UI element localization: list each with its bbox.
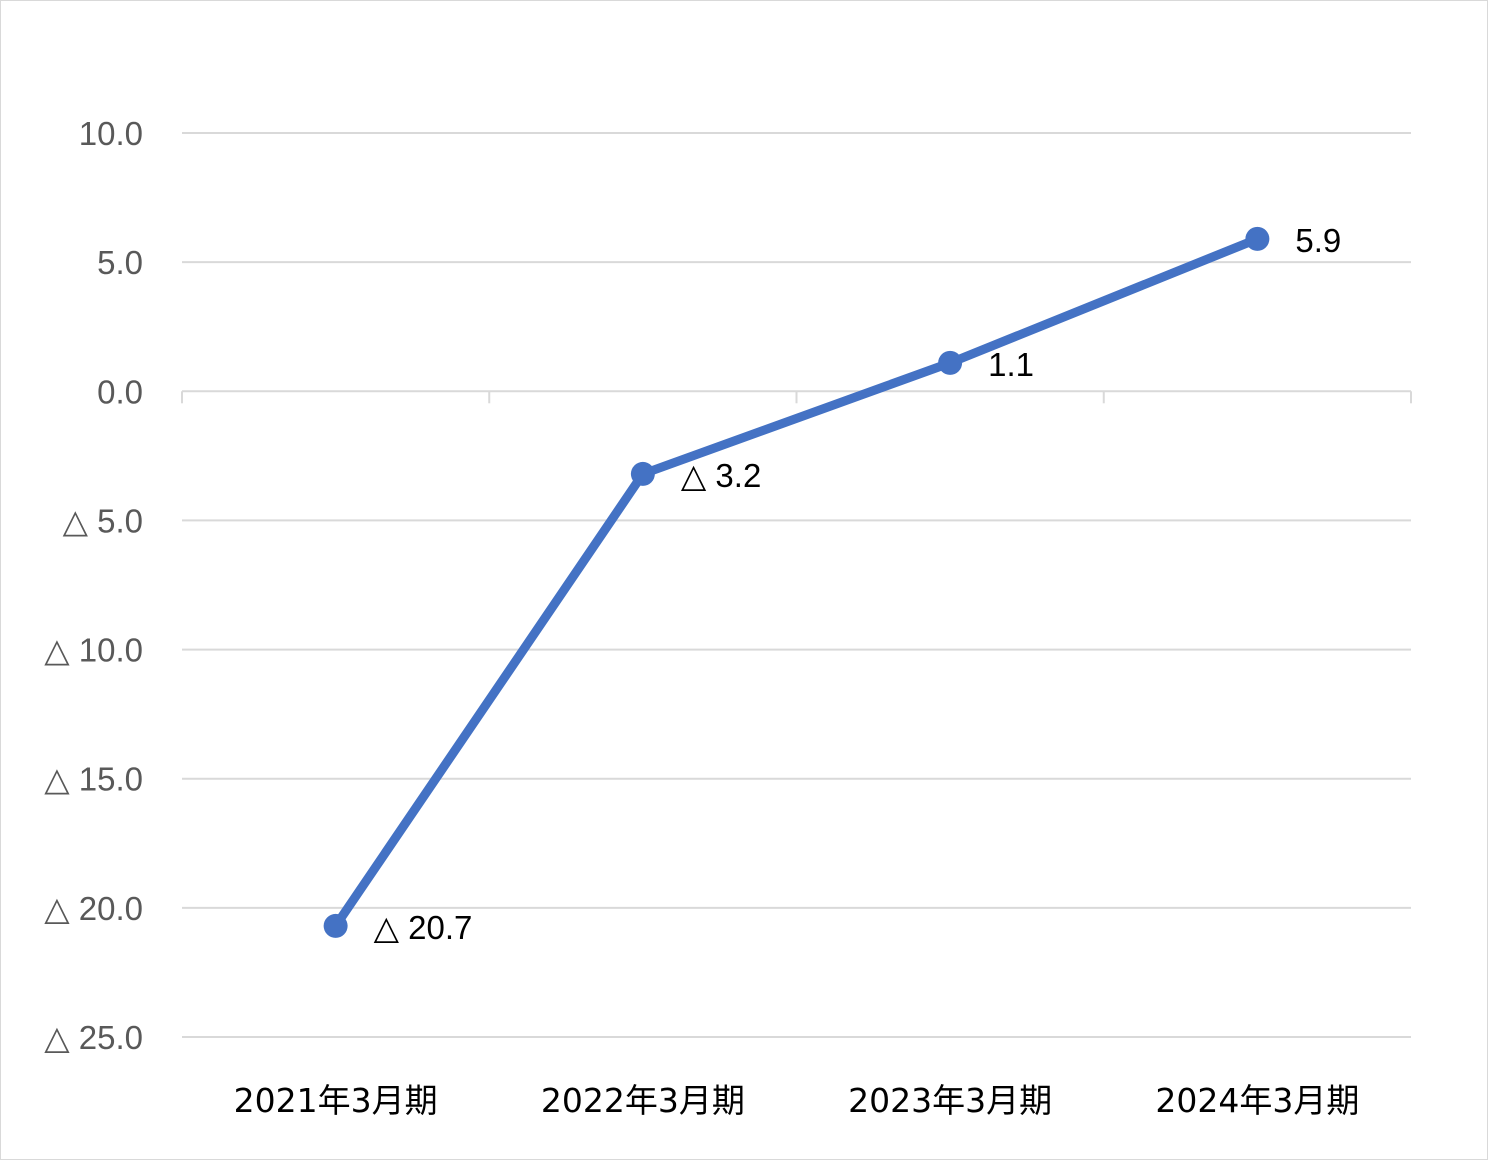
data-point bbox=[630, 461, 655, 486]
y-tick-label: △ 25.0 bbox=[44, 1019, 143, 1056]
y-tick-label: 10.0 bbox=[79, 115, 143, 152]
data-point bbox=[938, 350, 963, 375]
x-category-label: 2023年3月期 bbox=[848, 1081, 1052, 1120]
gridlines bbox=[182, 132, 1411, 1038]
y-axis-tick-labels: 10.0 5.0 0.0 △ 5.0 △ 10.0 △ 15.0 △ 20.0 △ 25.0 bbox=[44, 115, 143, 1056]
y-tick-label: △ 20.0 bbox=[44, 890, 143, 927]
y-tick-label: 5.0 bbox=[97, 244, 143, 281]
data-label: 1.1 bbox=[988, 346, 1034, 383]
y-tick-label: △ 15.0 bbox=[44, 761, 143, 798]
data-label: △ 20.7 bbox=[374, 909, 473, 946]
x-axis bbox=[181, 390, 1412, 404]
data-point bbox=[323, 913, 348, 938]
y-tick-label: △ 10.0 bbox=[44, 632, 143, 669]
y-tick-label: 0.0 bbox=[97, 373, 143, 410]
y-tick-label: △ 5.0 bbox=[63, 502, 143, 539]
data-labels: △ 20.7 △ 3.2 1.1 5.9 bbox=[374, 222, 1342, 946]
data-point bbox=[1245, 226, 1270, 251]
x-category-label: 2024年3月期 bbox=[1155, 1081, 1359, 1120]
x-axis-category-labels: 2021年3月期 2022年3月期 2023年3月期 2024年3月期 bbox=[234, 1081, 1360, 1120]
data-label: △ 3.2 bbox=[681, 457, 761, 494]
series bbox=[323, 226, 1270, 938]
data-label: 5.9 bbox=[1295, 222, 1341, 259]
series-line bbox=[331, 234, 1262, 931]
x-category-label: 2022年3月期 bbox=[541, 1081, 745, 1120]
x-category-label: 2021年3月期 bbox=[234, 1081, 438, 1120]
